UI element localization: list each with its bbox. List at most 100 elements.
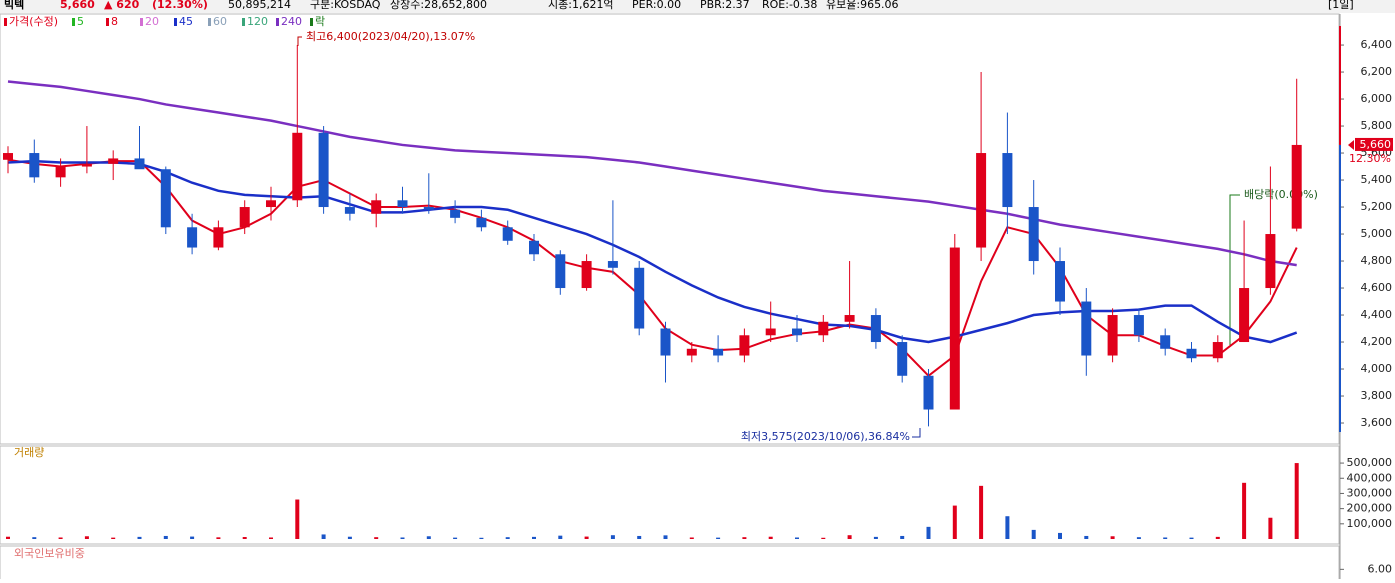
y-tick-label: 5,000 bbox=[1361, 227, 1393, 240]
candle-body bbox=[792, 328, 802, 336]
candle-body bbox=[897, 342, 908, 376]
candle-body bbox=[134, 158, 145, 170]
legend-swatch bbox=[140, 18, 143, 26]
volume-bar bbox=[610, 535, 615, 539]
y-tick-label: 100,000 bbox=[1347, 517, 1393, 530]
volume-bar bbox=[1163, 537, 1168, 539]
candle-body bbox=[318, 132, 329, 208]
candle-body bbox=[1055, 261, 1065, 302]
candle-body bbox=[949, 247, 960, 410]
y-tick-label: 4,200 bbox=[1361, 335, 1393, 348]
volume-bar bbox=[453, 537, 458, 539]
volume: 50,895,214 bbox=[228, 0, 291, 11]
volume-bar bbox=[137, 536, 142, 539]
volume-bar bbox=[347, 536, 352, 539]
candle-body bbox=[844, 315, 855, 322]
legend-swatch bbox=[276, 18, 279, 26]
candle-body bbox=[1160, 335, 1171, 349]
legend-label: 가격(수정) bbox=[9, 15, 58, 28]
volume-bar bbox=[163, 535, 168, 539]
volume-bar bbox=[584, 536, 589, 539]
volume-bar bbox=[637, 535, 642, 539]
y-tick-label: 5,800 bbox=[1361, 119, 1393, 132]
volume-bar bbox=[426, 536, 431, 539]
ownership-title: 외국인보유비중 bbox=[14, 547, 85, 560]
volume-bar bbox=[505, 537, 510, 539]
candle-body bbox=[686, 348, 697, 356]
market: 구분:KOSDAQ bbox=[310, 0, 381, 11]
volume-bar bbox=[952, 505, 957, 539]
legend-swatch bbox=[208, 18, 211, 26]
volume-bar bbox=[847, 535, 852, 539]
volume-bar bbox=[663, 535, 668, 539]
last-change-label: 12.30% bbox=[1349, 152, 1391, 165]
last-price-pointer bbox=[1348, 139, 1354, 150]
legend-swatch bbox=[4, 18, 7, 26]
period[interactable]: [1일] bbox=[1328, 0, 1354, 11]
moving-average bbox=[7, 159, 1298, 344]
legend-label: 45 bbox=[179, 15, 193, 28]
last-price-box bbox=[1355, 137, 1393, 151]
stock-name: 빅텍 bbox=[4, 0, 24, 11]
legend-label: 60 bbox=[213, 15, 227, 28]
roe: ROE:-0.38 bbox=[762, 0, 817, 11]
volume-bar bbox=[689, 537, 694, 539]
volume-bar bbox=[1005, 516, 1010, 539]
volume-bar bbox=[190, 536, 195, 539]
candle-body bbox=[739, 335, 750, 356]
cap: 시총:1,621억 bbox=[548, 0, 614, 11]
candle-body bbox=[976, 153, 987, 248]
volume-bar bbox=[821, 537, 826, 539]
volume-bar bbox=[32, 537, 37, 539]
y-tick-label: 4,000 bbox=[1361, 362, 1393, 375]
volume-bar bbox=[979, 485, 984, 539]
change: ▲ 620 bbox=[104, 0, 140, 11]
legend-label: 120 bbox=[247, 15, 268, 28]
candle-body bbox=[266, 200, 276, 208]
volume-bar bbox=[111, 537, 116, 539]
volume-bar bbox=[269, 537, 273, 539]
candle-body bbox=[108, 158, 119, 164]
y-tick-label: 4,800 bbox=[1361, 254, 1393, 267]
candle-body bbox=[1107, 315, 1118, 356]
per: PER:0.00 bbox=[632, 0, 681, 11]
volume-bar bbox=[532, 536, 536, 539]
candle-body bbox=[55, 166, 66, 178]
candle-body bbox=[634, 267, 645, 329]
volume-bar bbox=[926, 526, 931, 539]
volume-bar bbox=[768, 536, 773, 539]
candle-body bbox=[81, 163, 92, 167]
candle-body bbox=[397, 200, 408, 208]
candle-body bbox=[713, 348, 724, 356]
y-tick-label: 300,000 bbox=[1347, 486, 1393, 499]
candle-body bbox=[29, 153, 40, 178]
legend-label: 8 bbox=[111, 15, 118, 28]
volume-title: 거래량 bbox=[14, 446, 44, 459]
candle-body bbox=[502, 227, 513, 241]
y-tick-label: 4,400 bbox=[1361, 308, 1393, 321]
volume-bar bbox=[242, 537, 247, 539]
candle-body bbox=[450, 209, 461, 218]
candle-body bbox=[581, 261, 592, 289]
volume-bar bbox=[1242, 482, 1247, 539]
last-price-label: 5,660 bbox=[1360, 138, 1392, 151]
volume-bar bbox=[795, 537, 799, 539]
pbr: PBR:2.37 bbox=[700, 0, 750, 11]
volume-bar bbox=[1110, 536, 1115, 539]
candle-body bbox=[870, 315, 881, 343]
candle-body bbox=[1186, 348, 1197, 359]
volume-bar bbox=[479, 537, 484, 539]
volume-bar bbox=[374, 537, 379, 539]
y-tick-label: 6,200 bbox=[1361, 65, 1393, 78]
y-tick-label: 5,400 bbox=[1361, 173, 1393, 186]
moving-average bbox=[7, 80, 1297, 267]
y-tick-label: 6.00 bbox=[1368, 562, 1393, 575]
volume-bar bbox=[6, 536, 10, 539]
legend-label: 5 bbox=[77, 15, 84, 28]
volume-bar bbox=[900, 535, 905, 539]
volume-bar bbox=[321, 534, 326, 539]
candle-body bbox=[239, 207, 250, 228]
candle-body bbox=[660, 328, 671, 356]
candle-body bbox=[476, 217, 487, 228]
